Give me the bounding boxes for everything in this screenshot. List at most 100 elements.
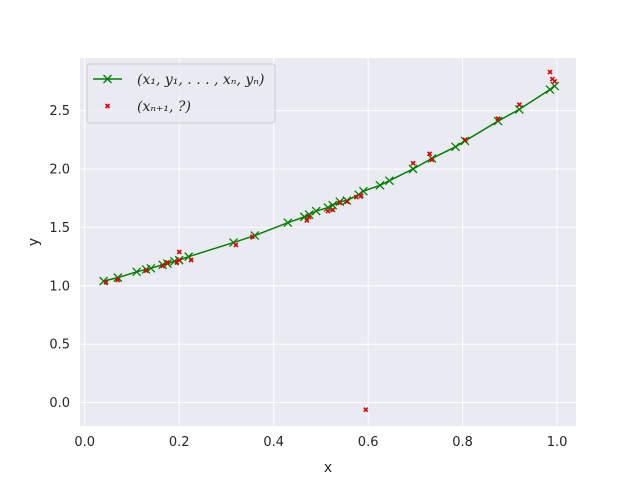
x-tick-label: 0.8	[452, 435, 473, 450]
data-point-stroke	[514, 104, 524, 114]
scatter-point-stroke	[143, 268, 149, 274]
data-point	[342, 196, 352, 205]
scatter-point	[426, 151, 433, 157]
legend: (x₁, y₁, . . . , xₙ, yₙ) (xₙ₊₁, ?)	[86, 63, 276, 124]
legend-label: (xₙ₊₁, ?)	[137, 99, 191, 115]
scatter-point-stroke	[429, 157, 435, 163]
data-point-stroke	[335, 197, 345, 207]
scatter-point-stroke	[306, 214, 312, 220]
y-tick-label: 0.5	[49, 338, 70, 353]
data-point-stroke	[384, 176, 394, 186]
data-point-stroke	[375, 180, 385, 190]
data-point	[146, 263, 156, 273]
data-point-stroke	[493, 116, 503, 126]
scatter-point-stroke	[358, 193, 364, 199]
scatter-point	[330, 207, 336, 213]
scatter-point	[115, 277, 121, 283]
x-tick-label: 0.6	[358, 435, 379, 450]
data-point-stroke	[550, 81, 560, 91]
data-point-stroke	[545, 85, 555, 95]
data-point	[545, 85, 555, 95]
data-point	[304, 210, 314, 220]
data-point-stroke	[451, 142, 461, 152]
data-point-stroke	[342, 196, 352, 205]
data-point-stroke	[229, 238, 238, 248]
data-point	[328, 200, 338, 210]
data-point	[408, 164, 418, 174]
scatter-point-stroke	[552, 78, 558, 84]
data-point	[427, 154, 437, 163]
data-point-stroke	[408, 164, 418, 174]
y-tick-label: 1.5	[49, 221, 70, 236]
scatter-point-stroke	[344, 199, 350, 205]
data-point-stroke	[358, 186, 368, 196]
legend-box	[86, 63, 276, 124]
scatter-point-stroke	[103, 279, 109, 285]
data-point	[162, 259, 172, 269]
data-point	[311, 206, 321, 216]
x-tick-label: 0.4	[263, 435, 284, 450]
scatter-point-stroke	[233, 242, 239, 248]
data-point-stroke	[99, 276, 109, 286]
x-tick-label: 0.0	[74, 435, 95, 450]
scatter-point	[143, 268, 149, 274]
data-point	[250, 231, 260, 241]
data-point	[358, 186, 368, 196]
legend-marker-swatch-stroke	[103, 74, 112, 84]
scatter-point-stroke	[547, 69, 553, 75]
data-point-stroke	[328, 200, 338, 210]
data-point-stroke	[184, 252, 194, 262]
scatter-point	[516, 102, 522, 108]
scatter-point	[188, 257, 194, 263]
data-point	[283, 218, 293, 228]
data-point-stroke	[299, 212, 309, 222]
scatter-point-stroke	[160, 263, 166, 269]
x-tick-label: 1.0	[547, 435, 568, 450]
data-point	[132, 267, 142, 277]
data-point	[113, 273, 123, 283]
scatter-point-stroke	[363, 407, 369, 413]
data-point-stroke	[146, 263, 156, 273]
y-axis-label: y	[26, 238, 42, 246]
scatter-point	[547, 69, 553, 75]
scatter-point-stroke	[164, 259, 170, 266]
scatter-point-stroke	[353, 194, 359, 200]
x-tick-label: 0.2	[169, 435, 190, 450]
scatter-point	[249, 234, 255, 240]
data-point	[384, 176, 394, 186]
scatter-point	[304, 217, 310, 223]
data-point-stroke	[460, 136, 470, 146]
scatter-point-stroke	[337, 200, 343, 206]
data-point	[375, 180, 385, 190]
data-point	[550, 81, 560, 91]
data-point	[451, 142, 461, 152]
scatter-point-stroke	[115, 277, 121, 283]
data-point	[514, 104, 524, 114]
scatter-point-stroke	[330, 207, 336, 213]
scatter-point	[306, 214, 312, 220]
data-point	[335, 197, 345, 207]
scatter-point	[103, 279, 109, 285]
scatter-point-stroke	[176, 257, 182, 263]
y-tick-label: 2.5	[49, 104, 70, 119]
scatter-point	[176, 257, 182, 263]
data-point	[493, 116, 503, 126]
data-point-stroke	[132, 267, 142, 277]
scatter-point	[462, 137, 468, 143]
data-point-stroke	[113, 273, 123, 283]
scatter-point-stroke	[410, 160, 416, 166]
data-point	[323, 203, 333, 212]
data-point-stroke	[304, 210, 314, 220]
scatter-point	[495, 116, 501, 122]
scatter-point	[353, 194, 359, 200]
scatter-point	[164, 259, 170, 266]
scatter-point	[552, 78, 558, 84]
y-tick-label: 1.0	[49, 279, 70, 294]
legend-marker-swatch-stroke	[104, 103, 111, 109]
scatter-point-stroke	[188, 257, 194, 263]
y-tick-label: 0.0	[49, 396, 70, 411]
scatter-point-stroke	[495, 116, 501, 122]
data-point-stroke	[250, 231, 260, 241]
legend-marker-swatch	[103, 74, 112, 84]
scatter-point	[176, 249, 182, 255]
